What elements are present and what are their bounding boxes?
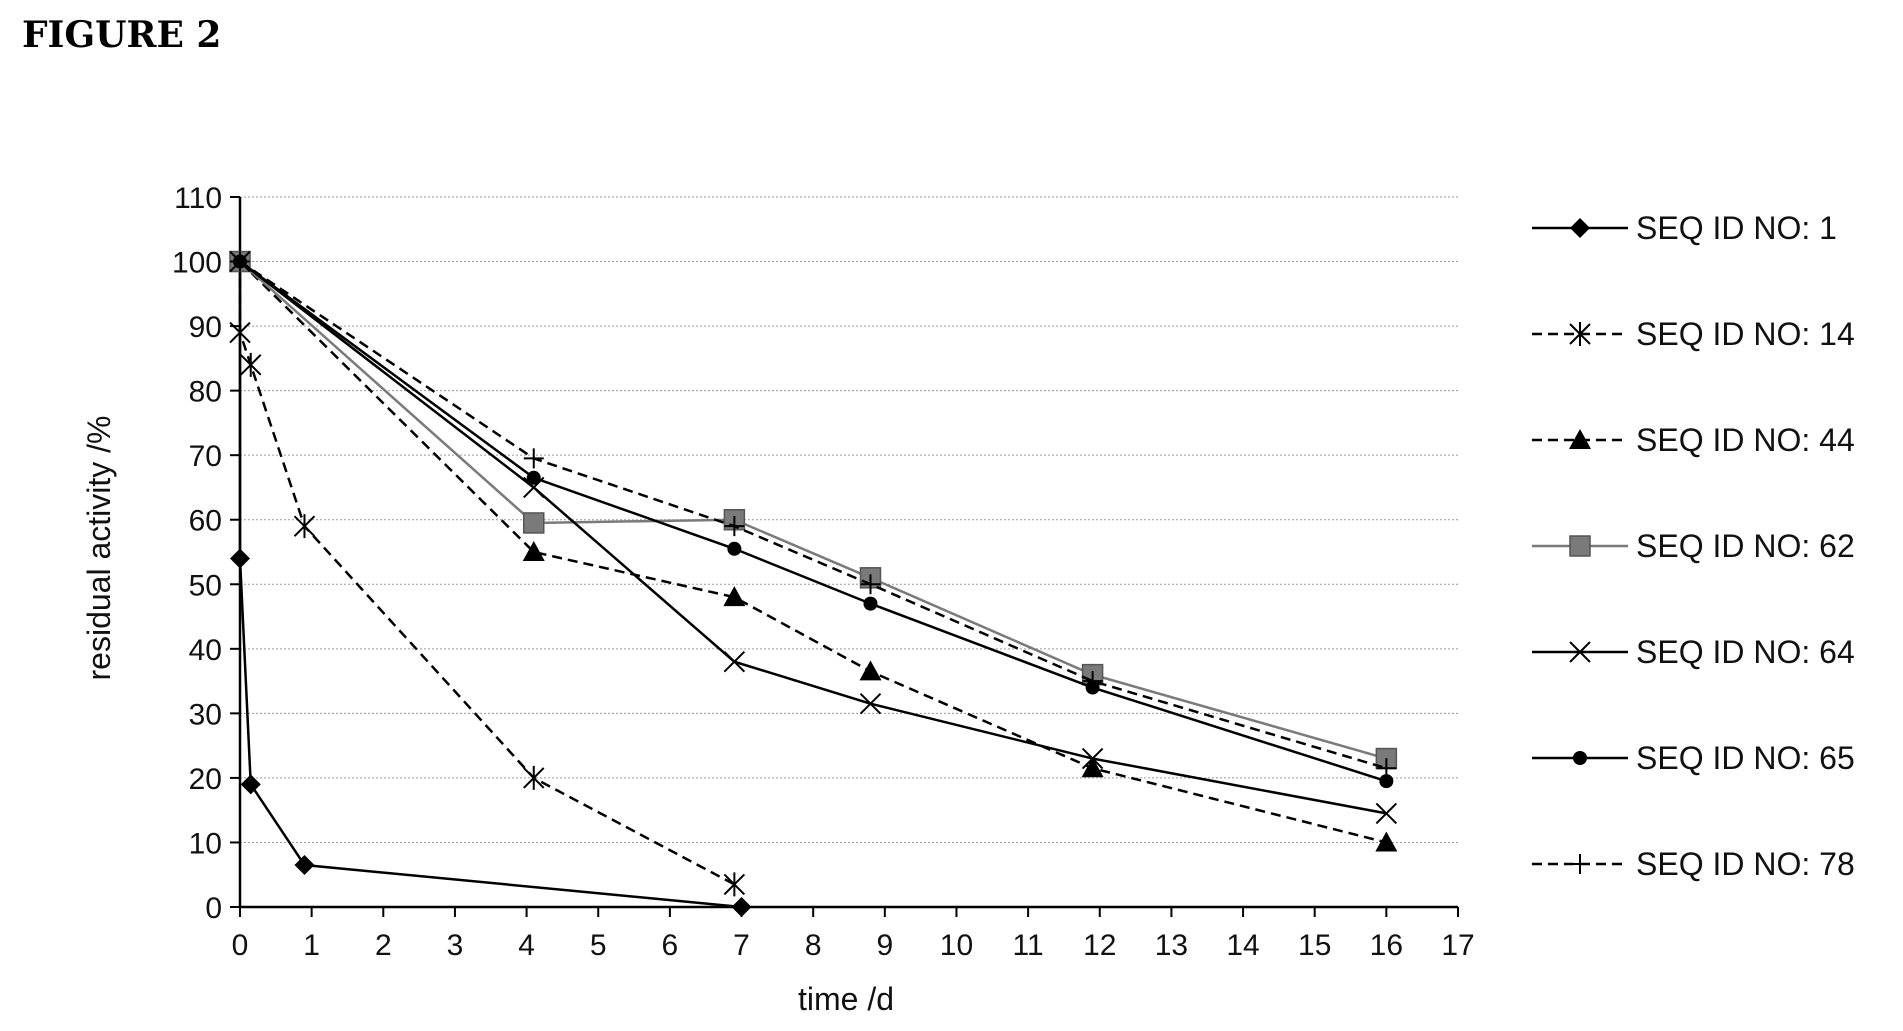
x-tick-label: 1 (303, 929, 320, 962)
x-tick-label: 12 (1083, 929, 1116, 962)
data-point (240, 352, 262, 377)
x-tick-label: 9 (876, 929, 893, 962)
legend-entry: SEQ ID NO: 78 (1636, 846, 1855, 882)
x-tick-label: 6 (662, 929, 679, 962)
x-tick-label: 2 (375, 929, 392, 962)
legend-marker (1570, 218, 1590, 238)
x-tick-label: 5 (590, 929, 607, 962)
data-point (230, 251, 250, 272)
x-tick-label: 3 (447, 929, 464, 962)
data-point (859, 660, 882, 681)
y-tick-label: 100 (172, 247, 222, 280)
x-tick-label: 0 (232, 929, 249, 962)
series-line-1 (238, 261, 742, 909)
data-point (523, 448, 544, 469)
data-point (293, 514, 316, 539)
legend-marker (1570, 854, 1590, 874)
y-tick-labels: 0 10 20 30 40 50 60 70 80 90 100 110 (172, 182, 222, 925)
data-point (724, 516, 745, 537)
series-line-7 (239, 260, 1387, 770)
legend-entry: SEQ ID NO: 62 (1636, 528, 1855, 564)
series-group (229, 249, 1398, 917)
x-tick-labels: 0 1 2 3 4 5 6 7 8 9 10 11 12 13 14 15 16 17 (232, 929, 1475, 962)
y-tick-label: 110 (174, 182, 222, 215)
figure-title: FIGURE 2 (22, 14, 222, 56)
data-point (731, 897, 752, 917)
x-axis-label: time /d (798, 981, 894, 1017)
data-point (1376, 758, 1397, 779)
y-tick-label: 70 (189, 440, 222, 473)
y-tick-label: 10 (189, 827, 222, 860)
data-point (863, 596, 878, 611)
data-point (230, 548, 250, 569)
y-tick-label: 90 (189, 311, 222, 344)
series-line-4 (239, 260, 1387, 760)
legend-entry: SEQ ID NO: 65 (1636, 740, 1855, 776)
y-tick-label: 60 (189, 505, 222, 538)
legend-entry: SEQ ID NO: 64 (1636, 634, 1855, 670)
x-tick-label: 15 (1298, 929, 1331, 962)
y-tick-label: 0 (205, 892, 222, 925)
legend: SEQ ID NO: 1 SEQ ID NO: 14 SEQ ID NO: 44 SE… (1532, 210, 1855, 882)
x-tick-label: 13 (1155, 929, 1188, 962)
legend-marker (1569, 641, 1591, 663)
legend-entry: SEQ ID NO: 44 (1636, 422, 1855, 458)
x-tick-label: 8 (805, 929, 822, 962)
x-tick-label: 10 (940, 929, 973, 962)
data-point (859, 692, 882, 715)
x-tick-label: 17 (1441, 929, 1474, 962)
series-line-3 (239, 260, 1387, 844)
data-point (723, 872, 746, 897)
data-point (1082, 671, 1103, 692)
series-line-2 (238, 261, 735, 886)
x-tick-label: 16 (1370, 929, 1403, 962)
data-point (1081, 747, 1104, 770)
y-axis-label: residual activity /% (81, 416, 117, 681)
x-tick-label: 7 (733, 929, 750, 962)
axes (230, 196, 1459, 917)
series-line-6 (239, 260, 1387, 783)
data-point (1379, 774, 1394, 789)
data-point (523, 765, 545, 790)
data-point (526, 470, 541, 485)
y-tick-label: 30 (189, 698, 222, 731)
data-point (294, 855, 315, 876)
series-line-5 (239, 260, 1387, 815)
x-tick-label: 11 (1013, 929, 1044, 962)
data-point (522, 541, 545, 561)
legend-marker (1569, 429, 1591, 449)
data-point (1081, 757, 1104, 778)
x-tick-label: 4 (518, 929, 535, 962)
data-point (1375, 802, 1398, 825)
data-point (723, 586, 746, 607)
data-point (860, 574, 881, 595)
data-point (1375, 831, 1398, 852)
data-point (723, 651, 746, 673)
data-point (240, 774, 261, 795)
legend-marker (1569, 322, 1591, 346)
legend-marker (1569, 535, 1591, 557)
data-point (523, 512, 545, 534)
data-point (727, 541, 742, 556)
legend-entry: SEQ ID NO: 14 (1636, 316, 1855, 352)
data-point (229, 320, 251, 345)
y-tick-label: 80 (189, 376, 222, 409)
legend-marker (1573, 751, 1587, 765)
y-tick-label: 20 (189, 763, 222, 796)
x-tick-label: 14 (1226, 929, 1259, 962)
y-tick-label: 40 (189, 634, 222, 667)
y-tick-label: 50 (189, 569, 222, 602)
grid-lines (240, 196, 1458, 843)
legend-entry: SEQ ID NO: 1 (1636, 210, 1837, 246)
